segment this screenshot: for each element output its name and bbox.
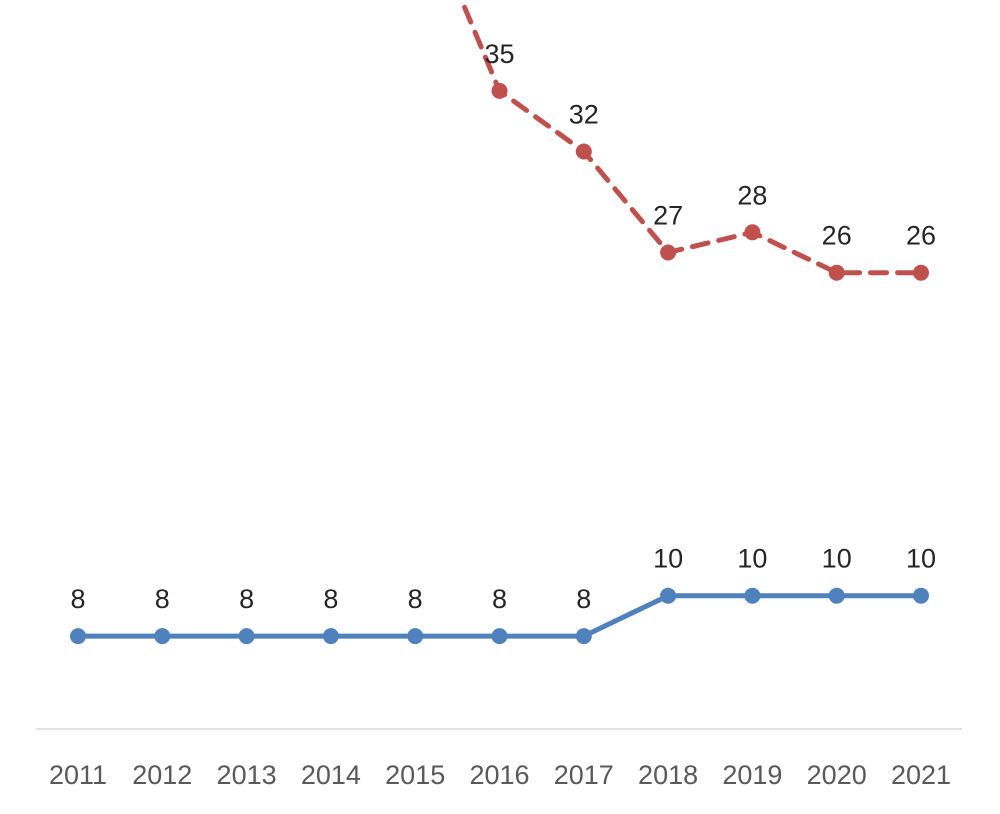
series-1-point	[70, 628, 86, 645]
series-0-data-label: 26	[822, 221, 852, 251]
series-1-data-label: 10	[653, 544, 683, 574]
series-1-data-label: 10	[906, 544, 936, 574]
series-1-data-label: 10	[822, 544, 852, 574]
series-1-data-label: 8	[239, 584, 254, 614]
x-tick-label: 2021	[891, 760, 951, 790]
series-0-data-label: 35	[484, 39, 514, 69]
series-0-data-label: 26	[906, 221, 936, 251]
series-1-point	[913, 587, 929, 604]
series-0-point	[744, 224, 761, 241]
series-0-point	[491, 82, 508, 99]
series-layer: 5255514645353227282626888888810101010	[70, 0, 936, 645]
series-1-point	[828, 587, 845, 604]
series-0-data-label: 32	[569, 100, 599, 130]
series-1-point	[407, 628, 424, 645]
x-tick-label: 2016	[469, 760, 529, 790]
series-1-data-label: 8	[323, 584, 338, 614]
x-tick-label: 2018	[638, 760, 698, 790]
x-tick-label: 2015	[385, 760, 445, 790]
series-1-point	[491, 628, 508, 645]
series-1-point	[322, 628, 339, 645]
series-1-data-label: 8	[155, 584, 170, 614]
x-tick-label: 2012	[132, 760, 192, 790]
series-1-point	[154, 628, 171, 645]
series-0-point	[828, 264, 845, 281]
x-tick-label: 2017	[554, 760, 614, 790]
series-1-point	[660, 587, 677, 604]
series-1-point	[744, 587, 761, 604]
series-1-data-label: 10	[737, 544, 767, 574]
series-1-data-label: 8	[492, 584, 507, 614]
x-tick-label: 2014	[301, 760, 361, 790]
series-1-point	[238, 628, 255, 645]
series-0-data-label: 28	[737, 180, 767, 210]
series-1-data-label: 8	[408, 584, 423, 614]
x-tick-label: 2019	[722, 760, 782, 790]
series-0-point	[913, 264, 929, 281]
series-0-point	[575, 143, 592, 160]
series-1-data-label: 8	[576, 584, 591, 614]
series-1: 8 8 8 8 8 8 8 10 10 10 10	[70, 544, 936, 645]
series-0-point	[660, 244, 677, 261]
series-1-data-label: 8	[70, 584, 85, 614]
series-1-point	[575, 628, 592, 645]
series-0: 5255514645353227282626	[458, 0, 936, 281]
series-0-data-label: 27	[653, 201, 683, 231]
x-tick-label: 2013	[217, 760, 277, 790]
x-axis-ticks: 2011 2012 2013 2014 2015 2016 2017 2018 2019 2020…	[49, 760, 951, 790]
x-tick-label: 2020	[807, 760, 867, 790]
x-tick-label: 2011	[49, 760, 107, 790]
